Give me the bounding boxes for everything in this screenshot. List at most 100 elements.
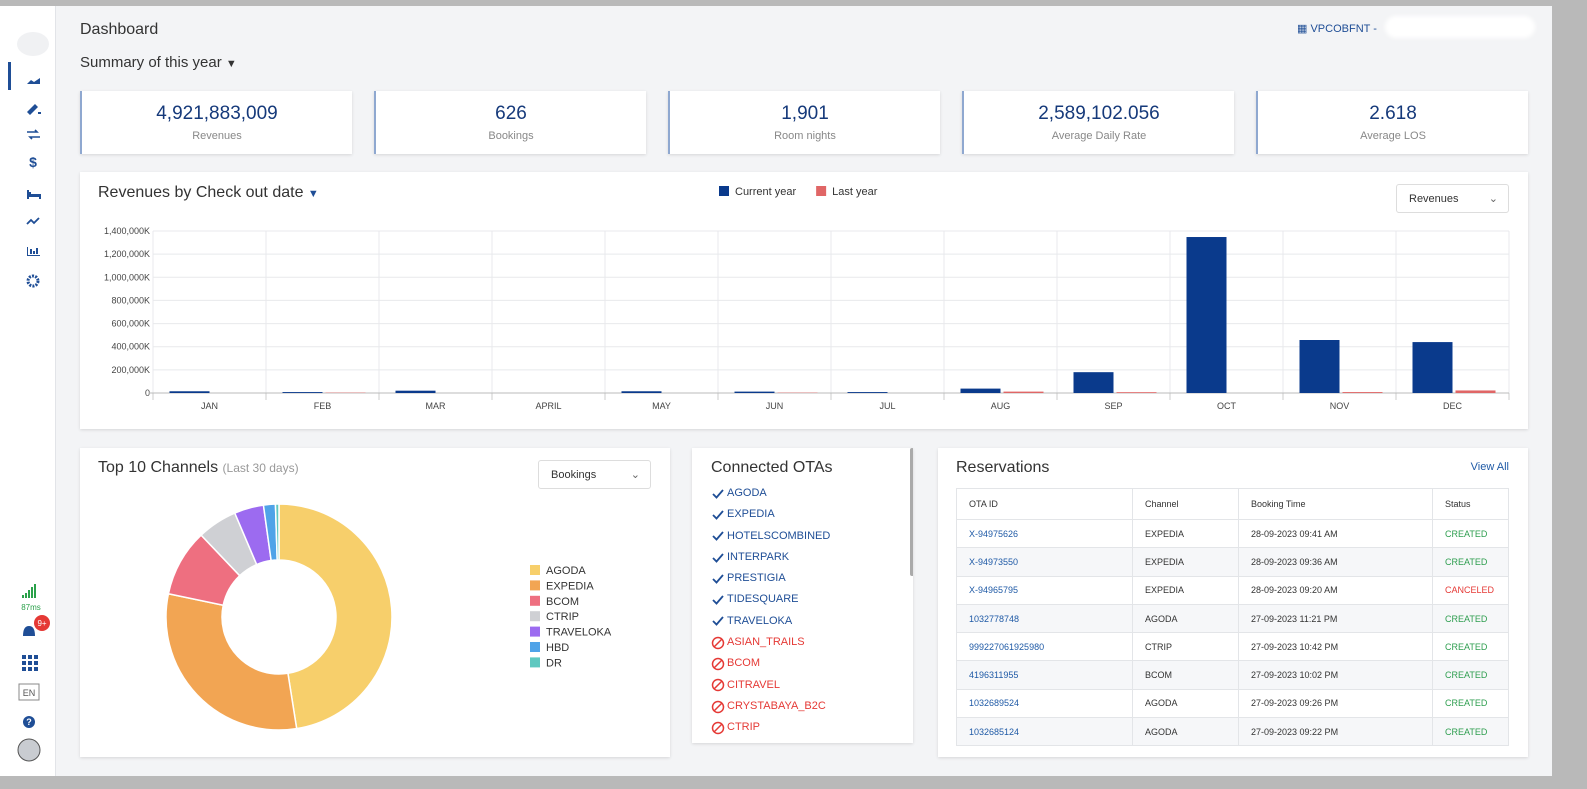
check: [712, 531, 724, 542]
channel: BCOM: [1132, 660, 1239, 690]
dropdown-value: Bookings: [551, 469, 597, 481]
scrollbar[interactable]: [910, 448, 913, 576]
ota-id[interactable]: 1032685124: [956, 717, 1133, 747]
ota-id[interactable]: 4196311955: [956, 660, 1133, 690]
ota-id[interactable]: 1032778748: [956, 603, 1133, 634]
channels-dropdown[interactable]: Bookings ⌄: [538, 460, 651, 489]
language-box[interactable]: [18, 683, 40, 701]
channels-title: Top 10 Channels: [98, 459, 219, 476]
view-all[interactable]: View All: [1470, 461, 1509, 473]
nav-dashboard[interactable]: [27, 78, 40, 84]
building-icon: ▦: [1297, 23, 1308, 35]
y-tick-label: 600,000K: [111, 319, 150, 329]
avatar[interactable]: [17, 738, 41, 762]
bar: [1186, 237, 1227, 393]
nav-trend[interactable]: [26, 217, 40, 225]
kpi-label: Average Daily Rate: [1051, 130, 1147, 142]
booking-time: 27-09-2023 10:42 PM: [1238, 632, 1433, 662]
nav-reports[interactable]: [27, 247, 40, 256]
legend-label[interactable]: CTRIP: [546, 611, 579, 623]
bar: [282, 392, 323, 393]
revenue-dropdown[interactable]: Revenues ⌄: [1396, 184, 1509, 213]
kpi-card: 4,921,883,009 Revenues: [80, 91, 352, 154]
legend-label[interactable]: TRAVELOKA: [546, 627, 612, 639]
ban-icon: [711, 657, 725, 671]
legend-label[interactable]: AGODA: [546, 565, 586, 577]
check-icon: [712, 616, 724, 627]
x-tick-label: JAN: [201, 401, 218, 411]
channel: EXPEDIA: [1132, 575, 1239, 605]
check: [712, 616, 724, 627]
kpi-card: 2.618 Average LOS: [1256, 91, 1528, 154]
channel: CTRIP: [1132, 632, 1239, 662]
active-indicator: [8, 62, 11, 90]
ota-id[interactable]: X-94975626: [956, 518, 1133, 549]
y-tick-label: 0: [145, 388, 150, 398]
latency: 87ms: [21, 603, 41, 612]
kpi-value: 2.618: [1369, 103, 1417, 124]
reservation-row: 1032685124 AGODA 27-09-2023 09:22 PM CREATE…: [956, 717, 1509, 747]
ota-id[interactable]: 1032689524: [956, 688, 1133, 719]
legend-label[interactable]: Last year: [832, 186, 878, 198]
kpi-label: Room nights: [774, 130, 836, 142]
legend-label[interactable]: DR: [546, 657, 562, 669]
legend-swatch: [530, 626, 540, 637]
channel: AGODA: [1132, 688, 1239, 719]
legend-label[interactable]: HBD: [546, 642, 569, 654]
ota-id[interactable]: X-94973550: [956, 547, 1133, 577]
x-tick-label: MAR: [426, 401, 447, 411]
ota-item: CITRAVEL: [711, 675, 830, 696]
ota-item: AGODA: [711, 483, 830, 504]
x-tick-label: MAY: [652, 401, 671, 411]
help-icon[interactable]: [23, 716, 35, 728]
nav-settings[interactable]: [26, 274, 40, 288]
x-tick-label: DEC: [1443, 401, 1463, 411]
nav-rooms[interactable]: [27, 190, 41, 199]
apps-icon[interactable]: [22, 655, 38, 671]
property[interactable]: ▦ VPCOBFNT -: [1297, 22, 1377, 35]
ban-icon: [711, 700, 725, 713]
legend-label[interactable]: BCOM: [546, 596, 579, 608]
signal-icon: [22, 584, 36, 598]
slash: [713, 638, 723, 648]
notifications-icon[interactable]: [23, 626, 35, 636]
channels-chart: AGODA EXPEDIA BCOM CTRIP TRAVELOKA HBD DR: [165, 503, 612, 731]
kpi-label: Revenues: [192, 130, 242, 142]
summary-selector[interactable]: Summary of this year ▼: [80, 54, 237, 71]
nav-price[interactable]: $: [29, 154, 37, 170]
column-header: Status: [1432, 488, 1509, 520]
ota-name: TIDESQUARE: [727, 593, 799, 606]
ring: [711, 700, 725, 713]
ota-name: CITRAVEL: [727, 678, 780, 691]
y-tick-label: 800,000K: [111, 295, 150, 305]
revenue-title[interactable]: Revenues by Check out date ▼: [98, 184, 319, 202]
donut-slice[interactable]: [274, 503, 280, 561]
nav-edit[interactable]: [27, 104, 41, 115]
bar: [395, 390, 436, 393]
reservation-row: X-94973550 EXPEDIA 28-09-2023 09:36 AM CREA…: [956, 547, 1509, 577]
page-title: Dashboard: [80, 21, 159, 38]
ring: [711, 721, 725, 735]
kpi-label: Bookings: [488, 130, 534, 142]
reservations-table: OTA ID Channel Booking Time Status X-949756…: [956, 488, 1509, 747]
ota-id[interactable]: 999227061925980: [956, 632, 1133, 662]
reservations-title: Reservations: [956, 459, 1050, 476]
ota-item: HOTELSCOMBINED: [711, 526, 830, 547]
ota-name: ASIAN_TRAILS: [727, 636, 805, 649]
donut-slice[interactable]: [278, 503, 393, 730]
ota-list: AGODA EXPEDIA HOTELSCOMBINED INTERPARK PREST…: [711, 483, 830, 739]
x-tick-label: JUN: [766, 401, 784, 411]
ota-id[interactable]: X-94965795: [956, 575, 1133, 605]
ota-name: BCOM: [727, 657, 760, 670]
legend-swatch: [530, 642, 540, 652]
donut-slice[interactable]: [165, 592, 298, 731]
language[interactable]: EN: [23, 688, 36, 698]
y-tick-label: 1,400,000K: [104, 226, 150, 236]
status: CREATED: [1432, 688, 1509, 719]
kpi-label: Average LOS: [1360, 130, 1426, 142]
legend-label[interactable]: Current year: [735, 186, 796, 198]
legend-label[interactable]: EXPEDIA: [546, 580, 594, 592]
nav-exchange[interactable]: [27, 129, 40, 140]
chevron: ⌄: [1488, 193, 1498, 205]
